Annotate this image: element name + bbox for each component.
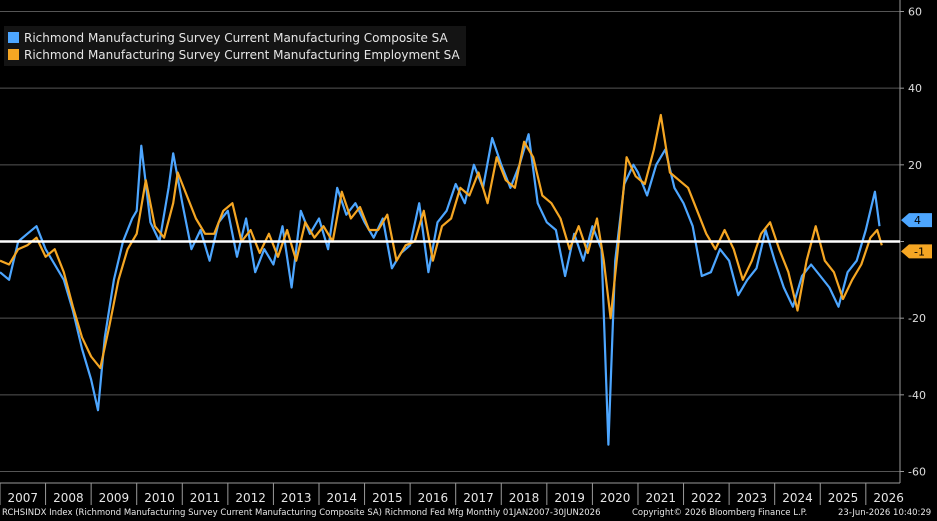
legend: Richmond Manufacturing Survey Current Ma… xyxy=(4,26,466,66)
y-tick-label: 40 xyxy=(908,82,922,95)
chart-canvas: 2007 2008 2009 2010 2011 2012 2013 2014 2015 2016… xyxy=(0,0,932,505)
last-value-labels: 4 -1 xyxy=(901,213,932,259)
x-tick-label: 2019 xyxy=(554,491,585,505)
series-line-composite xyxy=(0,133,881,446)
x-tick-label: 2026 xyxy=(873,491,904,505)
series-line-employment xyxy=(0,113,883,370)
y-tick-label: 60 xyxy=(908,6,922,19)
legend-item-employment: Richmond Manufacturing Survey Current Ma… xyxy=(8,46,460,63)
last-value-label-composite: 4 xyxy=(914,214,921,227)
legend-label-composite: Richmond Manufacturing Survey Current Ma… xyxy=(24,30,448,45)
x-tick-label: 2013 xyxy=(281,491,312,505)
last-value-label-employment: -1 xyxy=(914,245,925,258)
x-tick-label: 2008 xyxy=(53,491,84,505)
y-tick-label: -40 xyxy=(908,389,926,402)
x-tick-label: 2024 xyxy=(782,491,813,505)
x-tick-label: 2025 xyxy=(828,491,859,505)
x-tick-label: 2016 xyxy=(418,491,449,505)
y-tick-label: -60 xyxy=(908,466,926,479)
footer: RCHSINDX Index (Richmond Manufacturing S… xyxy=(0,505,937,521)
x-tick-label: 2017 xyxy=(463,491,494,505)
x-axis: 2007 2008 2009 2010 2011 2012 2013 2014 2015 2016… xyxy=(0,482,904,505)
grid-lines xyxy=(0,11,900,472)
x-tick-label: 2012 xyxy=(235,491,266,505)
last-value-tag-composite xyxy=(901,213,932,228)
footer-ticker-text: RCHSINDX Index (Richmond Manufacturing S… xyxy=(2,508,601,518)
x-tick-label: 2010 xyxy=(144,491,175,505)
y-axis: 60 40 20 -20 -40 -60 xyxy=(899,0,926,483)
x-tick-label: 2020 xyxy=(600,491,631,505)
legend-label-employment: Richmond Manufacturing Survey Current Ma… xyxy=(24,47,460,62)
series-lines xyxy=(0,113,883,446)
x-tick-label: 2023 xyxy=(737,491,768,505)
x-tick-label: 2021 xyxy=(645,491,676,505)
legend-swatch-composite xyxy=(8,32,19,43)
x-tick-label: 2015 xyxy=(372,491,403,505)
y-tick-label: -20 xyxy=(908,312,926,325)
legend-item-composite: Richmond Manufacturing Survey Current Ma… xyxy=(8,29,460,46)
x-tick-label: 2018 xyxy=(509,491,540,505)
x-tick-label: 2007 xyxy=(8,491,39,505)
footer-timestamp: 23-Jun-2026 10:40:29 xyxy=(838,508,932,518)
last-value-tag-employment xyxy=(901,244,932,259)
legend-swatch-employment xyxy=(8,49,19,60)
footer-copyright: Copyright© 2026 Bloomberg Finance L.P. xyxy=(632,508,808,518)
x-tick-label: 2009 xyxy=(99,491,130,505)
x-tick-label: 2011 xyxy=(190,491,221,505)
x-tick-label: 2022 xyxy=(691,491,722,505)
x-tick-label: 2014 xyxy=(326,491,357,505)
y-tick-label: 20 xyxy=(908,159,922,172)
